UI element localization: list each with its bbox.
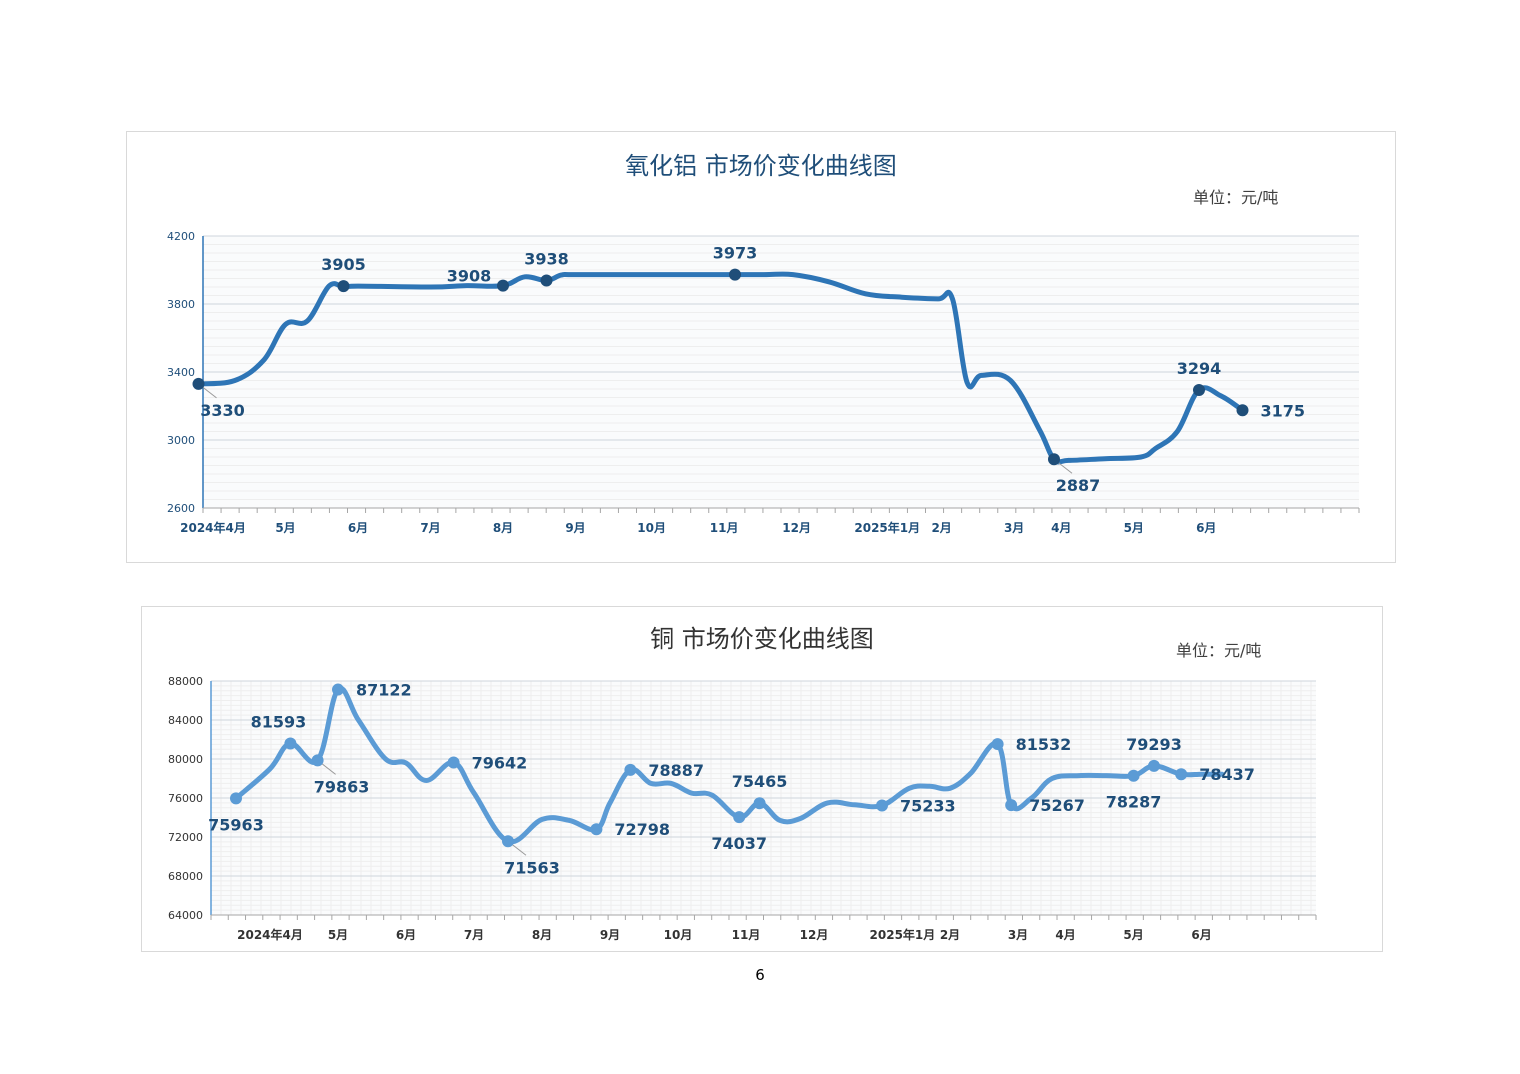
copper-xtick-label: 3月 (1008, 928, 1028, 942)
copper-data-label: 74037 (711, 834, 767, 853)
alumina-data-point (729, 268, 741, 281)
alumina-data-label: 3908 (447, 267, 492, 286)
alumina-data-point (1236, 404, 1249, 417)
copper-data-point (991, 738, 1004, 751)
copper-xtick-label: 9月 (600, 928, 620, 942)
copper-xtick-label: 7月 (464, 928, 484, 942)
copper-data-label: 79642 (472, 753, 528, 772)
copper-xtick-label: 10月 (664, 928, 693, 942)
copper-xtick-label: 2024年4月 (237, 927, 303, 942)
copper-data-label: 78287 (1106, 793, 1162, 812)
copper-data-point (230, 792, 242, 805)
copper-data-point (284, 737, 297, 750)
alumina-xtick-label: 3月 (1004, 521, 1024, 535)
alumina-data-label: 3294 (1177, 359, 1222, 378)
alumina-data-point (1193, 384, 1205, 397)
alumina-data-label: 3905 (321, 255, 366, 274)
copper-data-point (502, 835, 514, 848)
copper-data-point (447, 756, 460, 769)
copper-data-label: 78437 (1199, 765, 1255, 784)
copper-xtick-label: 6月 (396, 928, 416, 942)
copper-data-label: 75963 (208, 815, 264, 834)
copper-xtick-label: 12月 (800, 928, 829, 942)
alumina-chart-title: 氧化铝 市场价变化曲线图 (625, 152, 897, 180)
alumina-ytick-label: 3400 (167, 366, 195, 379)
copper-data-label: 79293 (1126, 735, 1182, 754)
alumina-xtick-label: 6月 (1196, 521, 1216, 535)
alumina-xtick-label: 6月 (348, 521, 368, 535)
alumina-ytick-label: 3000 (167, 434, 195, 447)
alumina-xtick-label: 11月 (710, 521, 739, 535)
copper-data-label: 81593 (251, 712, 307, 731)
alumina-xtick-label: 7月 (420, 521, 440, 535)
copper-data-point (1127, 769, 1140, 782)
copper-data-label: 75465 (732, 772, 788, 791)
alumina-ytick-label: 3800 (167, 298, 195, 311)
copper-data-point (733, 811, 746, 824)
alumina-data-label: 3330 (200, 401, 245, 420)
copper-ytick-label: 72000 (168, 831, 203, 844)
copper-xtick-label: 2025年1月 (870, 927, 936, 942)
copper-data-point (753, 797, 766, 810)
copper-xtick-label: 6月 (1191, 928, 1211, 942)
alumina-unit-label: 单位：元/吨 (1193, 188, 1279, 207)
copper-chart-panel: 铜 市场价变化曲线图 单位：元/吨 64000 68000 72000 76000 80… (141, 606, 1383, 952)
copper-data-point (1175, 768, 1188, 781)
alumina-data-point (192, 377, 205, 390)
copper-data-label: 75233 (900, 796, 956, 815)
copper-data-label: 72798 (614, 820, 670, 839)
copper-xtick-label: 4月 (1055, 928, 1075, 942)
copper-ytick-label: 84000 (168, 714, 203, 727)
copper-data-point (311, 754, 324, 767)
alumina-xtick-label: 10月 (637, 521, 666, 535)
copper-data-label: 71563 (504, 858, 560, 877)
alumina-xtick-label: 8月 (493, 521, 513, 535)
copper-xtick-label: 11月 (732, 928, 761, 942)
alumina-chart-panel: 氧化铝 市场价变化曲线图 单位：元/吨 2600 3000 3400 3800 4200… (126, 131, 1396, 563)
alumina-ytick-label: 2600 (167, 502, 195, 515)
alumina-data-label: 2887 (1056, 476, 1101, 495)
alumina-xtick-label: 5月 (275, 521, 295, 535)
copper-unit-label: 单位：元/吨 (1176, 641, 1262, 660)
alumina-xtick-label: 4月 (1051, 521, 1071, 535)
alumina-data-point (337, 280, 350, 293)
alumina-data-point (540, 274, 553, 287)
alumina-data-point (497, 279, 509, 292)
copper-data-point (1148, 759, 1160, 772)
copper-data-point (590, 823, 603, 836)
copper-ytick-label: 88000 (168, 675, 203, 688)
alumina-xtick-label: 2025年1月 (854, 520, 920, 535)
copper-data-label: 87122 (356, 681, 412, 700)
alumina-ytick-label: 4200 (167, 230, 195, 243)
alumina-data-point (1048, 453, 1060, 466)
copper-ytick-label: 76000 (168, 792, 203, 805)
copper-ytick-label: 64000 (168, 909, 203, 922)
alumina-data-label: 3938 (524, 250, 569, 269)
copper-chart-title: 铜 市场价变化曲线图 (650, 625, 874, 653)
copper-data-point (332, 683, 344, 696)
copper-ytick-label: 80000 (168, 753, 203, 766)
copper-xtick-label: 2月 (940, 928, 960, 942)
alumina-xtick-label: 2024年4月 (180, 520, 246, 535)
copper-data-label: 75267 (1029, 796, 1085, 815)
page-number: 6 (755, 966, 765, 984)
copper-data-label: 78887 (648, 761, 704, 780)
alumina-xtick-label: 9月 (565, 521, 585, 535)
alumina-data-label: 3175 (1261, 401, 1306, 420)
copper-xtick-label: 5月 (328, 928, 348, 942)
copper-xtick-label: 8月 (532, 928, 552, 942)
copper-data-label: 81532 (1016, 735, 1072, 754)
copper-ytick-label: 68000 (168, 870, 203, 883)
copper-data-point (1005, 799, 1018, 812)
copper-data-point (624, 763, 637, 776)
alumina-xtick-label: 12月 (782, 521, 811, 535)
copper-price-plot: 64000 68000 72000 76000 80000 84000 88000 2024年… (168, 675, 1317, 942)
alumina-xtick-label: 2月 (931, 521, 951, 535)
alumina-xtick-label: 5月 (1124, 521, 1144, 535)
alumina-price-plot: 2600 3000 3400 3800 4200 2024年4月 5月 6月 7月 8月 9月 10月… (167, 230, 1360, 535)
alumina-data-label: 3973 (713, 244, 758, 263)
copper-data-point (876, 799, 888, 812)
copper-xtick-label: 5月 (1123, 928, 1143, 942)
copper-data-label: 79863 (314, 777, 370, 796)
